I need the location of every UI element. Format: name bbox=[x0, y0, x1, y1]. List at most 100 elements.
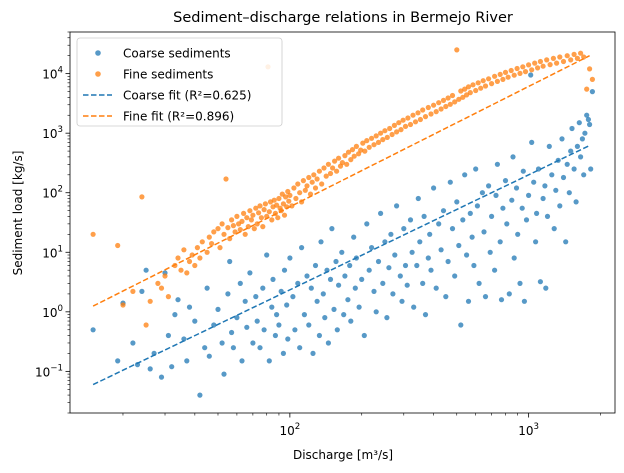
data-point bbox=[452, 273, 458, 279]
data-point bbox=[327, 276, 334, 282]
data-point bbox=[371, 288, 377, 294]
data-point bbox=[543, 285, 549, 291]
data-point bbox=[312, 262, 319, 269]
data-point bbox=[505, 74, 511, 80]
data-point bbox=[175, 255, 181, 261]
data-point bbox=[550, 55, 557, 62]
data-point bbox=[331, 306, 337, 312]
data-point bbox=[362, 148, 368, 154]
y-tick-label: 103 bbox=[42, 125, 63, 141]
data-point bbox=[334, 327, 340, 333]
data-point bbox=[380, 137, 386, 143]
data-point bbox=[493, 192, 499, 198]
data-point bbox=[417, 239, 423, 245]
data-point bbox=[311, 172, 317, 178]
data-point bbox=[181, 247, 187, 253]
data-point bbox=[181, 336, 187, 342]
data-point bbox=[522, 69, 529, 75]
x-tick-label: 103 bbox=[518, 422, 539, 438]
data-point bbox=[272, 332, 278, 339]
data-point bbox=[285, 188, 291, 195]
data-point bbox=[147, 298, 153, 304]
data-point bbox=[209, 241, 215, 247]
data-point bbox=[256, 210, 262, 216]
data-point bbox=[270, 276, 276, 282]
data-point bbox=[260, 285, 266, 291]
data-point bbox=[184, 358, 190, 364]
x-tick-label: 102 bbox=[279, 422, 300, 438]
data-point bbox=[165, 294, 171, 300]
data-point bbox=[257, 345, 263, 351]
series-3 bbox=[92, 55, 590, 307]
data-point bbox=[398, 127, 404, 133]
data-point bbox=[261, 327, 267, 333]
data-point bbox=[467, 90, 473, 96]
data-point bbox=[469, 234, 475, 240]
x-axis-ticks: 102 103 bbox=[279, 413, 539, 438]
data-point bbox=[378, 210, 384, 216]
legend-box bbox=[76, 37, 283, 127]
data-point bbox=[269, 304, 275, 310]
data-point bbox=[425, 104, 431, 111]
data-point bbox=[202, 345, 208, 351]
data-point bbox=[327, 170, 334, 177]
series-0 bbox=[90, 72, 596, 398]
data-point bbox=[369, 135, 375, 141]
data-point bbox=[504, 221, 510, 227]
data-point bbox=[301, 312, 307, 318]
data-point bbox=[165, 332, 171, 339]
data-point bbox=[452, 99, 458, 105]
data-point bbox=[568, 57, 574, 63]
data-point bbox=[569, 125, 575, 132]
data-point bbox=[320, 291, 326, 297]
data-point bbox=[568, 148, 574, 154]
data-point bbox=[589, 76, 596, 82]
data-point bbox=[184, 270, 190, 276]
data-point bbox=[130, 340, 136, 346]
data-point bbox=[540, 195, 546, 202]
data-point bbox=[199, 239, 205, 245]
data-point bbox=[318, 239, 324, 245]
data-point bbox=[217, 245, 223, 251]
data-point bbox=[394, 129, 400, 135]
data-point bbox=[460, 217, 466, 223]
data-point bbox=[581, 172, 587, 178]
data-point bbox=[529, 67, 535, 73]
data-point bbox=[242, 298, 248, 304]
data-point bbox=[373, 133, 379, 139]
data-point bbox=[287, 192, 293, 198]
data-point bbox=[407, 121, 414, 128]
data-point bbox=[473, 166, 479, 172]
data-point bbox=[289, 203, 295, 209]
data-point bbox=[330, 165, 336, 171]
data-point bbox=[440, 208, 447, 214]
data-point bbox=[497, 71, 503, 77]
data-point bbox=[497, 239, 503, 245]
data-point bbox=[438, 247, 444, 253]
data-point bbox=[186, 258, 193, 265]
data-point bbox=[532, 60, 538, 66]
data-point bbox=[489, 213, 495, 219]
data-point bbox=[415, 195, 421, 202]
data-point bbox=[344, 161, 350, 167]
data-point bbox=[244, 215, 250, 221]
data-point bbox=[364, 221, 370, 227]
data-point bbox=[557, 54, 563, 60]
data-point bbox=[351, 153, 357, 159]
data-point bbox=[494, 161, 500, 167]
data-point bbox=[359, 276, 365, 282]
data-point bbox=[348, 157, 354, 163]
data-point bbox=[587, 66, 593, 72]
data-point bbox=[280, 350, 286, 356]
data-point bbox=[384, 315, 390, 321]
data-point bbox=[519, 205, 525, 211]
data-point bbox=[192, 262, 198, 269]
data-point bbox=[549, 172, 555, 178]
data-point bbox=[336, 155, 342, 161]
data-point bbox=[534, 210, 540, 216]
data-point bbox=[445, 95, 451, 101]
data-point bbox=[458, 88, 464, 94]
data-point bbox=[588, 166, 594, 172]
data-point bbox=[314, 298, 320, 304]
data-point bbox=[478, 85, 484, 91]
